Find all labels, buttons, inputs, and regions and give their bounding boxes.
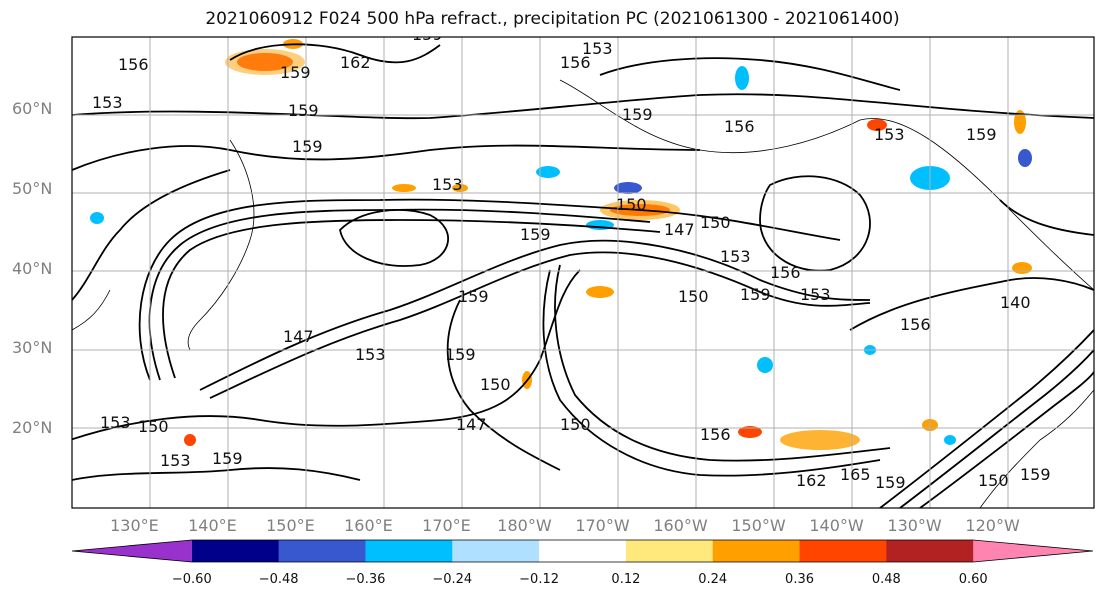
contour-label: 165 bbox=[840, 465, 871, 484]
contour-label: 159 bbox=[458, 287, 489, 306]
contour-label: 153 bbox=[160, 451, 191, 470]
colorbar-tick-label: −0.60 bbox=[171, 572, 212, 587]
contour-label: 150 bbox=[616, 195, 647, 214]
contour-label: 159 bbox=[412, 25, 443, 44]
colorbar-tick-label: 0.48 bbox=[871, 572, 901, 587]
latitude-label: 50°N bbox=[12, 178, 53, 198]
contour-label: 150 bbox=[700, 213, 731, 232]
colorbar-outline bbox=[71, 539, 1094, 563]
colorbar-bin bbox=[973, 540, 1093, 562]
longitude-label: 170°W bbox=[575, 516, 630, 535]
contour-label: 156 bbox=[700, 425, 731, 444]
colorbar-bin bbox=[625, 540, 714, 562]
colorbar-tick-label: −0.36 bbox=[345, 572, 386, 587]
latitude-label: 60°N bbox=[12, 98, 53, 118]
longitude-label: 140°W bbox=[809, 516, 864, 535]
contour-label: 147 bbox=[664, 220, 695, 239]
contour-label: 147 bbox=[456, 415, 487, 434]
contour-label: 159 bbox=[740, 285, 771, 304]
refractivity-contours bbox=[72, 43, 1094, 508]
colorbar-tick-label: −0.48 bbox=[258, 572, 299, 587]
colorbar-bin bbox=[191, 540, 280, 562]
contour-label: 156 bbox=[118, 55, 149, 74]
contour-label: 156 bbox=[770, 263, 801, 282]
longitude-label: 150°E bbox=[266, 516, 315, 535]
latitude-label: 40°N bbox=[12, 258, 53, 278]
longitude-label: 160°E bbox=[344, 516, 393, 535]
colorbar-tick-label: 0.60 bbox=[958, 572, 988, 587]
contour-label: 153 bbox=[582, 39, 613, 58]
contour-label: 159 bbox=[875, 473, 906, 492]
contour-label: 156 bbox=[560, 53, 591, 72]
colorbar-bin bbox=[886, 540, 974, 562]
contour-label: 162 bbox=[340, 53, 371, 72]
map-frame bbox=[71, 36, 1095, 509]
latitude-label: 20°N bbox=[12, 418, 53, 438]
colorbar-tick-label: 0.24 bbox=[698, 572, 728, 587]
contour-label: 159 bbox=[212, 449, 243, 468]
colorbar-bin bbox=[799, 540, 887, 562]
contour-label: 159 bbox=[1020, 465, 1051, 484]
longitude-label: 180°W bbox=[497, 516, 552, 535]
colorbar-bin bbox=[365, 540, 453, 562]
map-title: 2021060912 F024 500 hPa refract., precip… bbox=[205, 9, 900, 29]
contour-label: 150 bbox=[978, 471, 1009, 490]
colorbar-bin bbox=[72, 540, 192, 562]
contour-label: 159 bbox=[966, 125, 997, 144]
contour-label: 159 bbox=[622, 105, 653, 124]
contour-label: 150 bbox=[480, 375, 511, 394]
contour-label: 162 bbox=[796, 471, 827, 490]
longitude-label: 170°E bbox=[422, 516, 471, 535]
colorbar-bin bbox=[539, 540, 627, 562]
colorbar-bin bbox=[278, 540, 366, 562]
contour-label: 153 bbox=[100, 413, 131, 432]
contour-label: 153 bbox=[432, 175, 463, 194]
colorbar-bin bbox=[452, 540, 540, 562]
longitude-label: 130°W bbox=[887, 516, 942, 535]
contour-label: 159 bbox=[520, 225, 551, 244]
contour-label: 159 bbox=[445, 345, 476, 364]
contour-label: 159 bbox=[288, 101, 319, 120]
contour-label: 147 bbox=[283, 327, 314, 346]
colorbar-tick-label: 0.12 bbox=[611, 572, 641, 587]
latitude-label: 30°N bbox=[12, 338, 53, 358]
longitude-label: 150°W bbox=[731, 516, 786, 535]
contour-label: 153 bbox=[92, 93, 123, 112]
colorbar-tick-label: −0.24 bbox=[432, 572, 473, 587]
contour-label: 156 bbox=[900, 315, 931, 334]
contour-label: 153 bbox=[720, 247, 751, 266]
contour-label: 153 bbox=[874, 125, 905, 144]
contour-label: 140 bbox=[1000, 293, 1031, 312]
longitude-label: 130°E bbox=[110, 516, 159, 535]
longitude-label: 160°W bbox=[653, 516, 708, 535]
coastlines bbox=[72, 79, 1094, 508]
contour-label: 150 bbox=[678, 287, 709, 306]
colorbar-tick-label: 0.36 bbox=[785, 572, 815, 587]
contour-label: 156 bbox=[724, 117, 755, 136]
longitude-label: 140°E bbox=[188, 516, 237, 535]
colorbar-bin bbox=[712, 540, 801, 562]
colorbar-tick-label: −0.12 bbox=[519, 572, 559, 587]
contour-label: 159 bbox=[292, 137, 323, 156]
contour-label: 153 bbox=[800, 285, 831, 304]
contour-label: 150 bbox=[138, 417, 169, 436]
contour-label: 159 bbox=[280, 63, 311, 82]
graticule bbox=[72, 37, 1094, 508]
contour-label: 153 bbox=[355, 345, 386, 364]
longitude-label: 120°W bbox=[965, 516, 1020, 535]
contour-label: 150 bbox=[560, 415, 591, 434]
